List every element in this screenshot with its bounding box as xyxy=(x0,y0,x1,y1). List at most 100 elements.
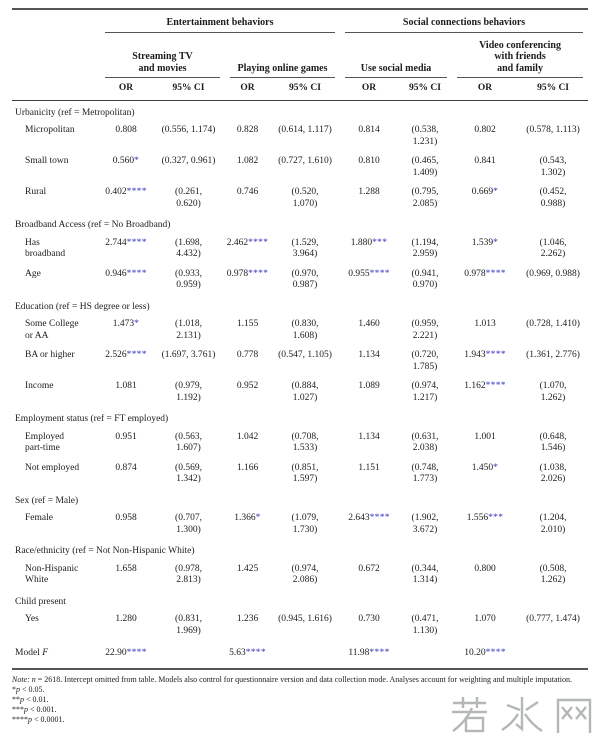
or-value: 0.746 xyxy=(236,187,259,197)
row-label: Small town xyxy=(25,156,69,166)
or-value: 1.155 xyxy=(236,319,259,329)
table-row: Non-Hispanic White 1.658 (0.978, 2.813) 1.4… xyxy=(12,559,588,590)
group-header-entertainment: Entertainment behaviors xyxy=(100,9,340,33)
table-row: BA or higher 2.526**** (1.697, 3.761) 0.778… xyxy=(12,345,588,376)
ci-value-cell: (0.631, 2.038) xyxy=(411,431,439,454)
significance-stars: * xyxy=(134,156,140,166)
note-text: = 2618. Intercept omitted from table. Mo… xyxy=(35,674,572,684)
or-value-cell: 0.828 xyxy=(225,120,270,151)
or-value: 22.90 xyxy=(105,648,127,658)
ci-value-cell: (1.698, 4.432) xyxy=(175,237,202,260)
ci-value-cell: (1.697, 3.761) xyxy=(161,350,216,360)
significance-stars: **** xyxy=(485,381,506,391)
watermark-cjk-glyphs-icon xyxy=(452,697,592,733)
or-value: 1.473 xyxy=(112,319,135,329)
or-value-cell: 1.366* xyxy=(225,508,270,539)
or-value: 1.425 xyxy=(236,563,259,574)
ci-empty-cell xyxy=(518,640,589,670)
or-value-cell: 1.473* xyxy=(100,314,152,345)
or-value: 0.978 xyxy=(464,268,486,279)
ci-column-header: 95% CI xyxy=(398,78,453,101)
row-label: Female xyxy=(25,513,53,523)
or-value-cell: 0.952 xyxy=(225,376,270,407)
table-row: Yes 1.280 (0.831, 1.969) 1.236 (0.945, 1.616… xyxy=(12,609,588,640)
section-label: Sex (ref = Male) xyxy=(15,495,79,506)
or-value: 1.089 xyxy=(358,381,380,391)
ci-value-cell: (1.079, 1.730) xyxy=(291,513,319,535)
significance-stars: **** xyxy=(369,268,390,279)
or-value: 0.828 xyxy=(236,125,259,135)
table-row: Model F 22.90**** 5.63**** 11.98**** 10.20**… xyxy=(12,640,589,670)
or-value-cell: 0.730 xyxy=(340,609,398,640)
or-value: 1.288 xyxy=(358,187,380,197)
significance-stars: **** xyxy=(126,350,147,360)
or-value-cell: 1.166 xyxy=(225,458,270,489)
or-value: 1.236 xyxy=(236,614,259,624)
section-row: Urbanicity (ref = Metropolitan) xyxy=(12,100,588,120)
or-value-cell: 0.978**** xyxy=(225,264,270,295)
ci-value-cell: (0.974, 1.217) xyxy=(411,381,439,403)
ci-empty-cell xyxy=(398,640,453,670)
p-symbol: p xyxy=(24,704,28,714)
or-value: 0.946 xyxy=(105,268,127,279)
ci-value-cell: (1.361, 2.776) xyxy=(526,350,580,360)
or-value-cell: 0.746 xyxy=(225,182,270,213)
column-header-row: OR 95% CI OR 95% CI OR 95% CI OR 95% CI xyxy=(12,78,589,101)
or-value-cell: 0.978**** xyxy=(452,264,518,295)
or-value-cell: 1.042 xyxy=(225,427,270,458)
or-value-cell: 1.151 xyxy=(340,458,398,489)
ci-value-cell: (0.795, 2.085) xyxy=(411,187,439,209)
or-value-cell: 0.560* xyxy=(100,151,152,182)
or-value-cell: 1.013 xyxy=(452,314,518,345)
or-value-cell: 1.070 xyxy=(452,609,518,640)
threshold-text: < 0.01. xyxy=(24,694,49,704)
row-label: BA or higher xyxy=(25,350,75,360)
ci-value-cell: (0.556, 1.174) xyxy=(161,125,216,135)
significance-stars: **** xyxy=(369,513,390,523)
table-row: Income 1.081 (0.979, 1.192) 0.952 (0.884, 1.… xyxy=(12,376,588,407)
significance-stars: * xyxy=(493,187,499,197)
ci-empty-cell xyxy=(152,640,225,670)
or-value: 0.778 xyxy=(236,350,259,360)
ci-value-cell: (1.070, 1.262) xyxy=(539,381,567,403)
section-label: Child present xyxy=(15,596,66,607)
or-value-cell: 0.800 xyxy=(452,559,518,590)
or-value-cell: 1.450* xyxy=(452,458,518,489)
or-value: 1.366 xyxy=(234,513,256,523)
section-row: Race/ethnicity (ref = Not Non-Hispanic W… xyxy=(12,539,588,559)
or-value: 0.955 xyxy=(348,268,370,279)
ci-value-cell: (0.452, 0.988) xyxy=(539,187,567,209)
or-value: 1.082 xyxy=(236,156,259,166)
model-label-prefix: Model xyxy=(15,648,43,658)
or-value: 2.744 xyxy=(105,237,127,248)
or-value-cell: 22.90**** xyxy=(100,640,152,670)
or-value-cell: 1.134 xyxy=(340,345,398,376)
or-value: 1.880 xyxy=(350,237,373,248)
significance-stars: * xyxy=(134,319,140,329)
group-header-label: Entertainment behaviors xyxy=(105,17,336,33)
or-value: 1.460 xyxy=(358,319,380,329)
section-label: Urbanicity (ref = Metropolitan) xyxy=(15,107,135,118)
group-header-social-connections: Social connections behaviors xyxy=(340,9,588,33)
or-value: 2.462 xyxy=(226,237,249,248)
table-row: Small town 0.560* (0.327, 0.961) 1.082 (0.72… xyxy=(12,151,588,182)
ci-value-cell: (0.261, 0.620) xyxy=(175,187,202,209)
or-value: 1.013 xyxy=(474,319,496,329)
or-value-cell: 0.946**** xyxy=(100,264,152,295)
or-value: 2.526 xyxy=(105,350,127,360)
significance-stars: **** xyxy=(248,268,269,279)
or-value-cell: 0.802 xyxy=(452,120,518,151)
ci-value-cell: (0.648, 1.546) xyxy=(539,431,567,454)
ci-value-cell: (0.969, 0.988) xyxy=(526,268,580,279)
or-value-cell: 0.951 xyxy=(100,427,152,458)
significance-line: **p < 0.01. xyxy=(12,695,588,705)
table-row: Employed part-time 0.951 (0.563, 1.607) 1.0… xyxy=(12,427,588,458)
or-value-cell: 0.841 xyxy=(452,151,518,182)
or-value: 1.081 xyxy=(115,381,137,391)
ci-value-cell: (0.945, 1.616) xyxy=(278,614,332,624)
significance-stars-note: ** xyxy=(12,694,20,704)
or-value-cell: 0.955**** xyxy=(340,264,398,295)
or-value-cell: 1.658 xyxy=(100,559,152,590)
or-value: 0.730 xyxy=(358,614,380,624)
model-f-symbol: F xyxy=(42,648,48,658)
